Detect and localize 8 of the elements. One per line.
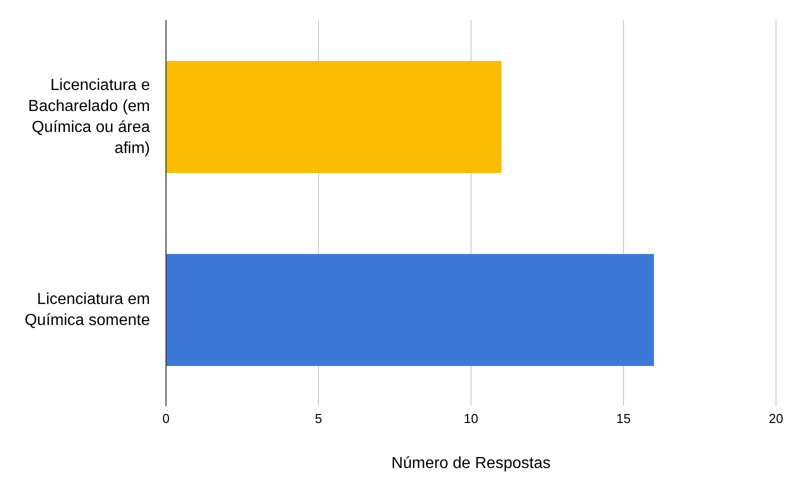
y-tick-label: Licenciatura e Bacharelado (em Química ou área afim) [28, 76, 150, 156]
x-axis-title: Número de Respostas [391, 455, 551, 472]
y-tick-label: Licenciatura em Química somente [24, 290, 150, 328]
x-tick-label: 0 [162, 411, 170, 426]
x-tick-label: 15 [616, 411, 631, 426]
x-tick-label: 5 [314, 411, 322, 426]
x-tick-label: 10 [464, 411, 478, 426]
x-tick-label: 20 [768, 411, 784, 426]
